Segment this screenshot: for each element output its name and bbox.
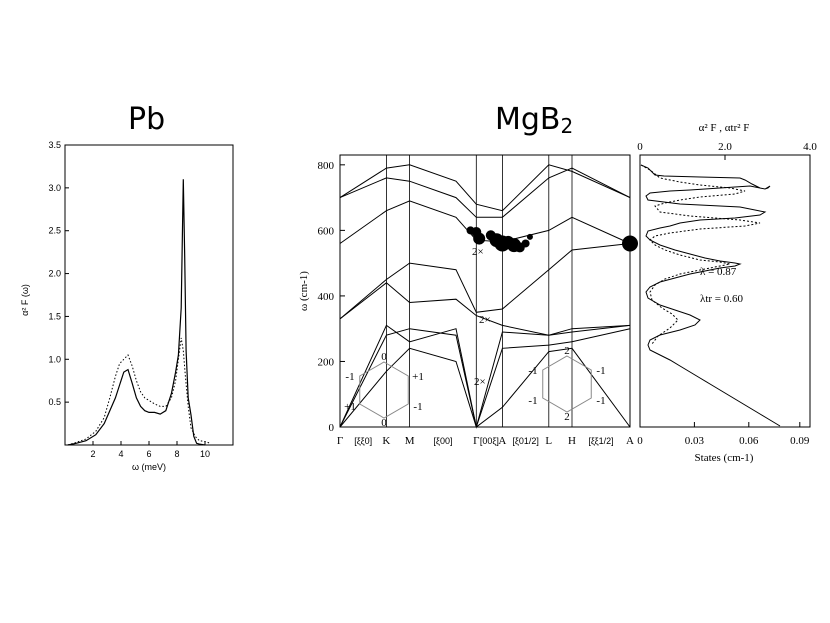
phonon-branch xyxy=(339,167,631,218)
eliashberg-xtick-label: 0 xyxy=(637,435,643,447)
hexagon-label: -1 xyxy=(596,365,605,377)
eliashberg-xlabel: States (cm-1) xyxy=(695,452,754,464)
pb-title: Pb xyxy=(128,102,166,137)
pb-xtick-label: 2 xyxy=(90,449,95,459)
hexagon-outline xyxy=(542,355,592,413)
eliashberg-top-tick-label: 2.0 xyxy=(718,141,732,153)
annotation-2x-2: 2× xyxy=(479,314,491,326)
hexagon-label: 2 xyxy=(564,345,570,357)
lambda-tr-label: λtr = 0.60 xyxy=(700,293,744,305)
eliashberg-plot-frame xyxy=(639,154,811,428)
pb-ytick-label: 3.5 xyxy=(48,140,61,150)
hexagon-label: -1 xyxy=(596,395,605,407)
hexagon-left-diagram: 0 -1 +1 +1 -1 0 xyxy=(344,351,424,429)
eliashberg-xtick-label: 0.03 xyxy=(685,435,705,447)
dispersion-ytick-label: 800 xyxy=(318,160,335,172)
hexagon-right-diagram: 2 -1 -1 -1 -1 2 xyxy=(528,345,605,423)
phonon-branch xyxy=(339,243,631,320)
pb-xtick-label: 8 xyxy=(174,449,179,459)
hexagon-label: 0 xyxy=(381,417,387,429)
hexagon-label: -1 xyxy=(413,401,422,413)
coupling-dot xyxy=(473,232,486,245)
dispersion-plot-frame xyxy=(339,154,631,428)
dispersion-k-label: Γ xyxy=(337,435,343,447)
dispersion-k-label: A xyxy=(626,435,634,447)
dispersion-k-label: [ξ01/2] xyxy=(512,436,539,446)
coupling-dot xyxy=(622,235,638,252)
eliashberg-xtick-label: 0.06 xyxy=(739,435,759,447)
lambda-label: λ = 0.87 xyxy=(700,266,737,278)
pb-ytick-label: 2.0 xyxy=(48,269,61,279)
hexagon-label: -1 xyxy=(528,365,537,377)
dispersion-k-label: [ξ00] xyxy=(433,436,452,446)
dispersion-k-label: H xyxy=(568,435,576,447)
annotation-2x-3: 2× xyxy=(474,376,486,388)
mgb2-eliashberg-chart: 0 2.0 4.0 0 0.03 0.06 0.09 α² F , αtr² F State… xyxy=(637,122,817,464)
pb-xtick-label: 10 xyxy=(200,449,210,459)
hexagon-label: +1 xyxy=(344,401,356,413)
dispersion-k-label: [00ξ] xyxy=(480,436,499,446)
mgb2-title-base: MgB xyxy=(495,102,561,137)
dispersion-ytick-label: 400 xyxy=(318,291,335,303)
eliashberg-tr-curve xyxy=(640,164,761,345)
pb-chart: 2 4 6 8 10 0.5 1.0 1.5 2.0 2.5 3.0 3.5 α² F (ω) ω (… xyxy=(20,140,234,472)
dispersion-k-label: A xyxy=(498,435,506,447)
pb-ytick-label: 1.5 xyxy=(48,311,61,321)
dispersion-k-label: K xyxy=(382,435,390,447)
eliashberg-xtick-label: 0.09 xyxy=(790,435,810,447)
eliashberg-top-tick-label: 0 xyxy=(637,141,643,153)
eliashberg-top-axis-label: α² F , αtr² F xyxy=(699,122,750,134)
mgb2-title-subscript: 2 xyxy=(560,114,574,138)
pb-ytick-label: 1.0 xyxy=(48,354,61,364)
mgb2-title: MgB2 xyxy=(495,102,573,138)
coupling-dot xyxy=(526,233,533,240)
hexagon-label: -1 xyxy=(345,371,354,383)
dispersion-ylabel: ω (cm-1) xyxy=(298,271,310,311)
pb-ytick-label: 2.5 xyxy=(48,226,61,236)
dispersion-k-label: M xyxy=(405,435,415,447)
hexagon-label: 0 xyxy=(381,351,387,363)
dispersion-ytick-label: 200 xyxy=(318,356,335,368)
phonon-branch xyxy=(339,164,631,212)
pb-ylabel: α² F (ω) xyxy=(20,284,30,316)
eliashberg-top-tick-label: 4.0 xyxy=(803,141,817,153)
coupling-dot xyxy=(521,239,530,248)
dispersion-k-label: Γ xyxy=(473,435,479,447)
dispersion-k-label: [ξξ0] xyxy=(354,436,372,446)
dispersion-k-label: L xyxy=(545,435,552,447)
hexagon-label: -1 xyxy=(528,395,537,407)
phonon-branch xyxy=(339,282,631,336)
eliashberg-curve xyxy=(640,164,781,427)
dispersion-k-label: [ξξ1/2] xyxy=(588,436,613,446)
hexagon-label: +1 xyxy=(412,371,424,383)
dispersion-ytick-label: 0 xyxy=(329,422,335,434)
phonon-branch xyxy=(339,324,631,428)
pb-xtick-label: 4 xyxy=(118,449,123,459)
pb-xtick-label: 6 xyxy=(146,449,151,459)
pb-ytick-label: 0.5 xyxy=(48,397,61,407)
pb-series-solid xyxy=(67,179,206,446)
pb-ytick-label: 3.0 xyxy=(48,183,61,193)
pb-series-dotted xyxy=(67,337,211,446)
hexagon-label: 2 xyxy=(564,411,570,423)
annotation-2x-1: 2× xyxy=(472,246,484,258)
pb-xlabel: ω (meV) xyxy=(132,462,166,472)
hexagon-outline xyxy=(359,361,409,419)
dispersion-ytick-label: 600 xyxy=(318,225,335,237)
pb-plot-frame xyxy=(64,144,234,446)
